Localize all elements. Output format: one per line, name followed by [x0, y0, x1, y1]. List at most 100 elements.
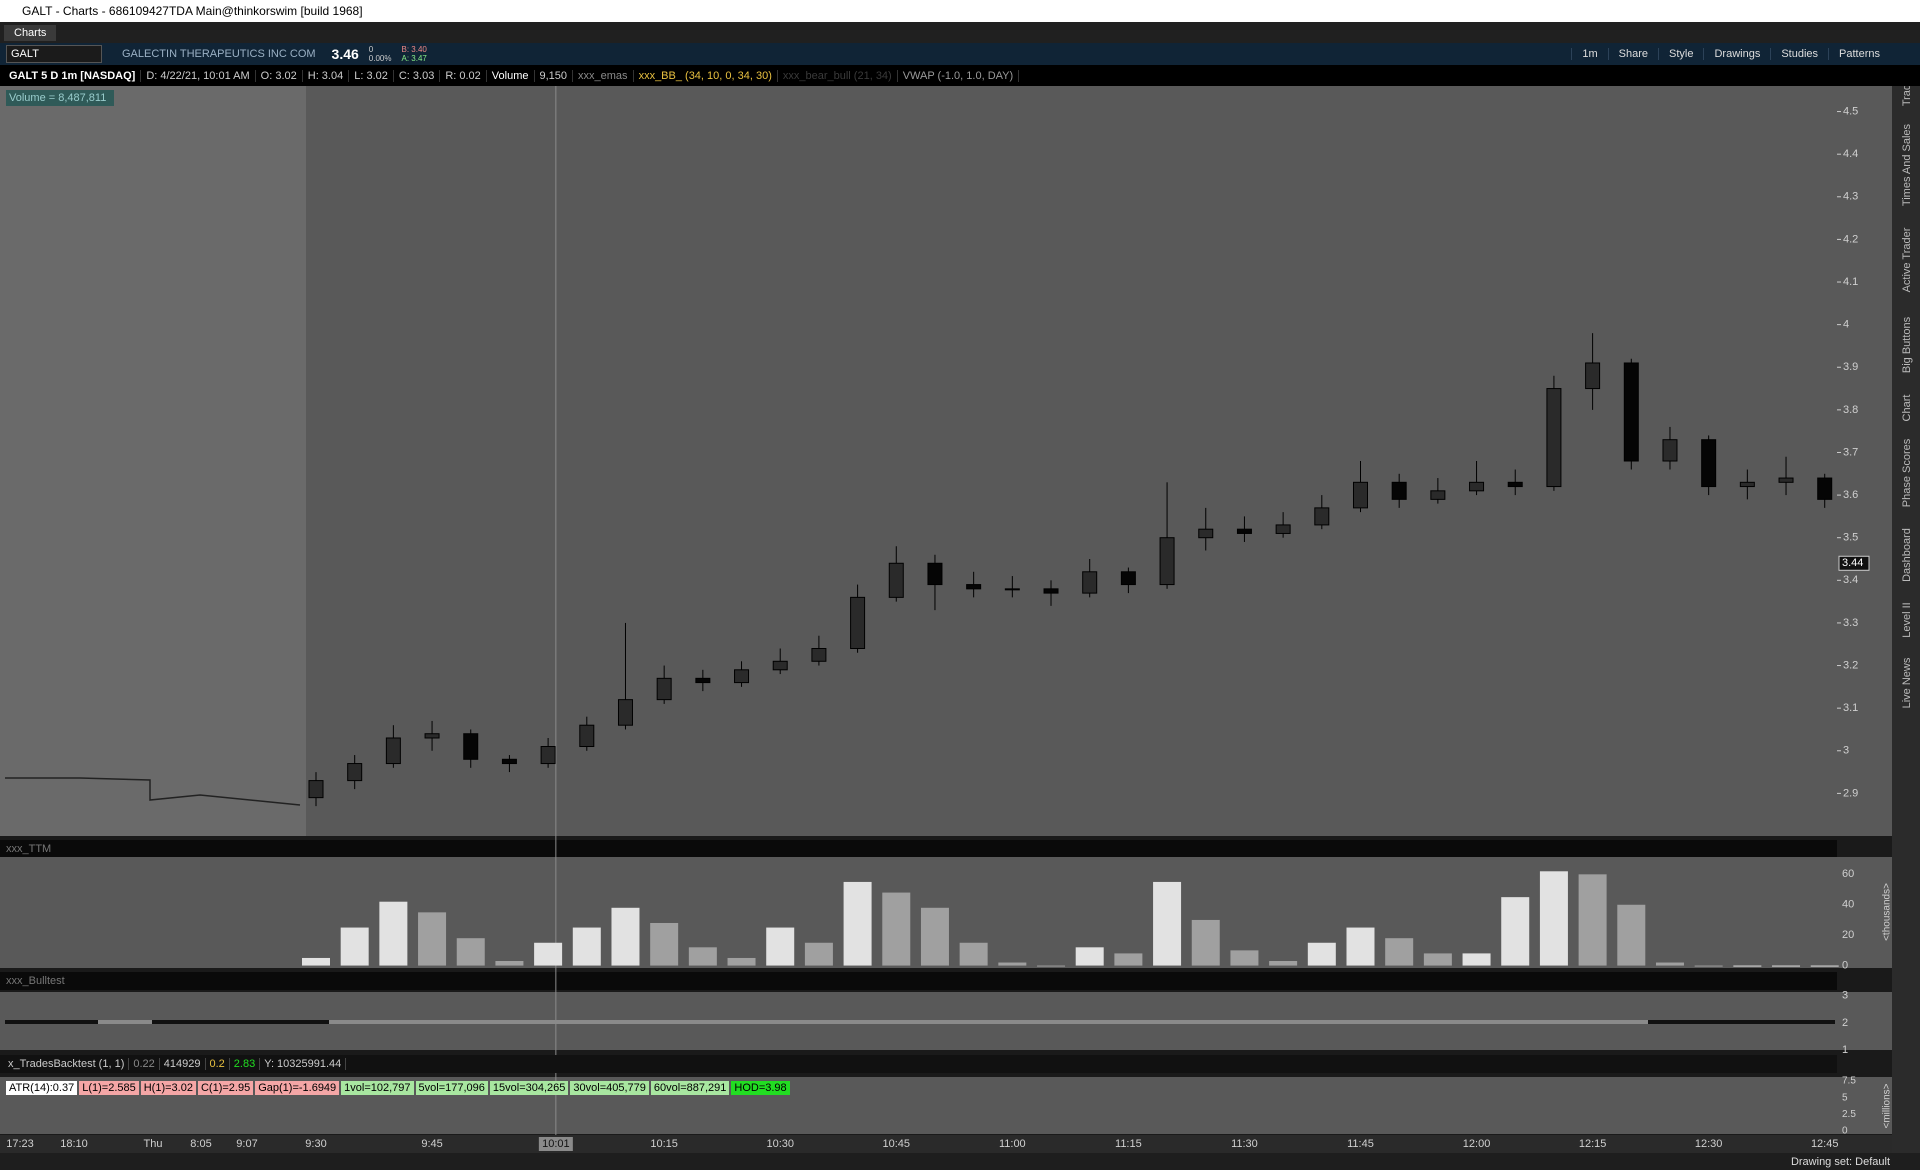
y-tick-label: 3 [1843, 745, 1849, 757]
time-label: 12:00 [1463, 1138, 1491, 1150]
y-tick-label: 3 [1842, 990, 1848, 1002]
y-tick-label: 40 [1842, 899, 1854, 911]
side-tab[interactable]: Live News [1901, 657, 1913, 708]
candle-body [850, 596, 866, 650]
side-tab[interactable]: Dashboard [1901, 528, 1913, 582]
ttm-bar [998, 962, 1027, 966]
candle-body [1662, 439, 1678, 462]
ttm-bar [688, 947, 717, 966]
backtest-item: 2.83 [230, 1058, 261, 1070]
candle-body [1275, 524, 1291, 534]
tab[interactable]: Charts [4, 24, 57, 41]
toolbar-button[interactable]: Patterns [1828, 48, 1890, 60]
y-tick-label: 3.8 [1843, 404, 1858, 416]
ttm-bar [1307, 942, 1336, 966]
y-tick-label: 3.1 [1843, 702, 1858, 714]
volume-chip [6, 90, 114, 106]
ttm-bar [456, 938, 485, 966]
toolbar-button[interactable]: Drawings [1703, 48, 1770, 60]
unit-label: <thousands> [1882, 883, 1893, 941]
info-item: D: 4/22/21, 10:01 AM [141, 69, 256, 82]
info-item: C: 3.03 [394, 69, 441, 82]
time-label: 12:45 [1811, 1138, 1839, 1150]
time-label: Thu [144, 1138, 163, 1150]
candle-body [1043, 588, 1059, 594]
y-tick-label: 5 [1842, 1092, 1848, 1103]
ttm-bar [1501, 897, 1530, 966]
time-label: 11:30 [1231, 1138, 1258, 1150]
info-item: H: 3.04 [303, 69, 350, 82]
ask: A: 3.47 [401, 54, 427, 63]
ttm-bar [882, 892, 911, 966]
ttm-bar [1269, 961, 1298, 966]
ttm-bar [1733, 965, 1762, 967]
candle-body [1623, 362, 1639, 462]
y-tick-label: 2.9 [1843, 787, 1858, 799]
y-tick-label: 7.5 [1842, 1076, 1856, 1087]
backtest-item: 0.2 [206, 1058, 230, 1070]
toolbar-button[interactable]: Share [1607, 48, 1658, 60]
ttm-bar [1617, 904, 1646, 966]
side-tab[interactable]: Level II [1901, 602, 1913, 637]
ttm-bar [727, 957, 756, 966]
candle-body [1778, 477, 1794, 483]
last-price-tag [1838, 555, 1870, 571]
y-tick-label: 4 [1843, 319, 1849, 331]
candle-body [540, 746, 556, 765]
symbol-input[interactable]: GALT [6, 45, 102, 63]
info-item: L: 3.02 [349, 69, 394, 82]
y-tick-label: 3.2 [1843, 659, 1858, 671]
cursor-tag [538, 1137, 573, 1151]
ttm-bar [920, 907, 949, 966]
cursor-label: 10:01 [542, 1138, 570, 1150]
study-label: 60vol=887,291 [650, 1080, 730, 1095]
ttm-bar [804, 942, 833, 966]
time-label: 10:30 [766, 1138, 794, 1150]
y-tick-label: 4.3 [1843, 191, 1858, 203]
info-item: VWAP (-1.0, 1.0, DAY) [898, 69, 1020, 82]
ttm-header [0, 840, 1837, 857]
toolbar-button[interactable]: Studies [1770, 48, 1828, 60]
candle-body [308, 780, 324, 799]
study-label: HOD=3.98 [731, 1080, 790, 1095]
ttm-bar [1810, 965, 1839, 967]
ttm-bar [1423, 953, 1452, 966]
ttm-title: xxx_TTM [6, 843, 51, 855]
y-tick-label: 0 [1842, 959, 1848, 971]
ttm-bar [495, 961, 524, 966]
info-item: R: 0.02 [440, 69, 487, 82]
premarket-shade [0, 86, 306, 836]
change-value: 0 [368, 45, 374, 54]
y-tick-label: 4.1 [1843, 276, 1858, 288]
bid: B: 3.40 [401, 45, 427, 54]
study-label: 15vol=304,265 [489, 1080, 569, 1095]
candle-body [463, 733, 479, 760]
y-tick-label: 20 [1842, 929, 1854, 941]
ttm-bar [572, 927, 601, 966]
ttm-bar [1462, 953, 1491, 966]
ttm-bar [1772, 965, 1801, 967]
y-tick-label: 1 [1842, 1044, 1848, 1056]
timeframe[interactable]: 1m [1571, 48, 1607, 60]
side-tab[interactable]: Times And Sales [1901, 123, 1913, 206]
time-label: 12:30 [1695, 1138, 1723, 1150]
side-tab[interactable]: Active Trader [1901, 227, 1913, 292]
toolbar: GALT GALECTIN THERAPEUTICS INC COM 3.46 … [0, 43, 1920, 65]
study-label: 30vol=405,779 [570, 1080, 649, 1095]
candle-body [579, 724, 595, 748]
side-tab[interactable]: Chart [1901, 395, 1913, 422]
time-label: 10:15 [650, 1138, 678, 1150]
label-row: ATR(14):0.37 L(1)=2.585 H(1)=3.02 C(1)=2.95… [0, 1078, 790, 1097]
info-item: xxx_BB_ (34, 10, 0, 34, 30) [634, 69, 778, 82]
info-item: xxx_emas [573, 69, 634, 82]
ttm-bar [1385, 938, 1414, 966]
candle-body [1507, 481, 1523, 488]
backtest-item: 414929 [160, 1058, 206, 1070]
bulltest-header [0, 972, 1837, 990]
candle-body [1004, 588, 1020, 591]
toolbar-button[interactable]: Style [1658, 48, 1703, 60]
side-tab[interactable]: Big Buttons [1901, 316, 1913, 373]
y-tick-label: 3.3 [1843, 617, 1858, 629]
side-tab[interactable]: Phase Scores [1901, 438, 1913, 507]
